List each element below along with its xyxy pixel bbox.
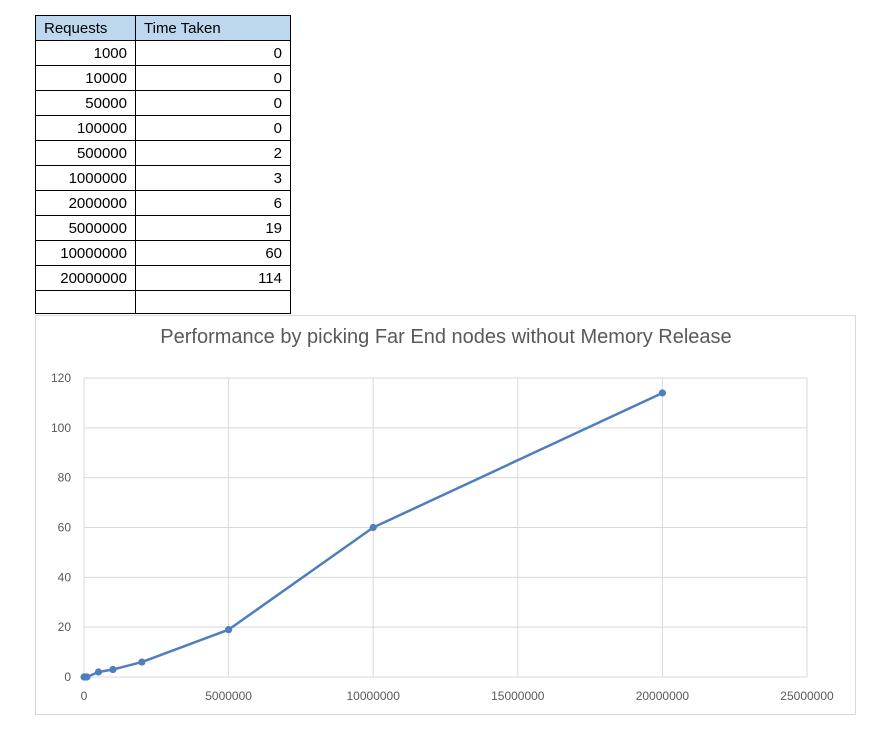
table-row: 10000000 60 [35,240,291,266]
table-row: 500000 2 [35,140,291,166]
table-cell: 10000000 [35,240,136,266]
table-row: 50000 0 [35,90,291,116]
y-tick-label: 80 [58,471,72,485]
table-cell: 0 [135,115,291,141]
x-tick-label: 15000000 [491,689,545,703]
table-header-cell: Requests [35,15,136,41]
table-cell: 100000 [35,115,136,141]
table-cell: 50000 [35,90,136,116]
table-cell: 0 [135,65,291,91]
y-tick-label: 20 [58,620,72,634]
x-tick-label: 5000000 [205,689,252,703]
table-cell: 3 [135,165,291,191]
table-cell: 2000000 [35,190,136,216]
table-cell: 2 [135,140,291,166]
table-cell: 19 [135,215,291,241]
y-tick-label: 0 [64,670,71,684]
data-table: Requests Time Taken 1000 0 10000 0 50000 0 10000… [35,15,291,314]
table-row: 20000000 114 [35,265,291,291]
x-tick-label: 10000000 [347,689,401,703]
data-point [94,668,103,676]
table-cell [135,290,291,314]
table-row: 100000 0 [35,115,291,141]
x-tick-label: 25000000 [780,689,834,703]
table-cell: 10000 [35,65,136,91]
table-cell: 6 [135,190,291,216]
table-cell: 500000 [35,140,136,166]
table-cell: 114 [135,265,291,291]
table-cell: 20000000 [35,265,136,291]
y-tick-label: 100 [51,421,71,435]
table-row: 1000 0 [35,40,291,66]
table-cell: 0 [135,40,291,66]
data-point [369,523,377,532]
data-point [83,673,91,681]
data-point [658,389,667,397]
x-tick-label: 0 [81,689,88,703]
table-cell: 1000 [35,40,136,66]
table-row: 2000000 6 [35,190,291,216]
table-header-row: Requests Time Taken [35,15,291,41]
table-cell: 60 [135,240,291,266]
table-cell: 1000000 [35,165,136,191]
table-cell: 0 [135,90,291,116]
y-tick-label: 60 [58,521,72,535]
table-row: 1000000 3 [35,165,291,191]
table-row: 10000 0 [35,65,291,91]
y-tick-label: 40 [58,570,72,584]
table-header-cell: Time Taken [135,15,291,41]
x-tick-label: 20000000 [636,689,690,703]
table-row: 5000000 19 [35,215,291,241]
table-row [35,290,291,314]
chart-svg: 0 20 40 60 80 100 120 0 5000000 10000000 15000000 2… [51,326,834,703]
data-point [138,658,146,666]
table-cell [35,290,136,314]
table-cell: 5000000 [35,215,136,241]
data-point [109,665,117,674]
y-tick-label: 120 [51,371,71,385]
chart-title: Performance by picking Far End nodes wit… [160,326,731,348]
data-point [225,626,233,634]
chart-area: 0 20 40 60 80 100 120 0 5000000 10000000 15000000 2… [35,315,856,715]
